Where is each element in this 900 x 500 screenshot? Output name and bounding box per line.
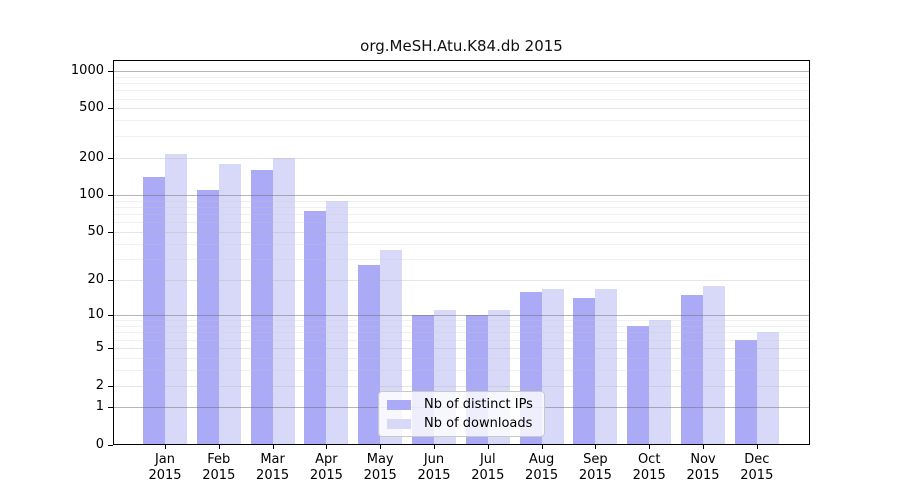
x-axis-tick xyxy=(757,445,758,449)
y-tick-label: 0 xyxy=(95,437,104,452)
y-tick-label: 1000 xyxy=(70,62,104,78)
x-axis-tick xyxy=(219,445,220,449)
x-axis-tick xyxy=(273,445,274,449)
bar-downloads-mar xyxy=(272,157,295,444)
y-axis-tick xyxy=(108,108,113,109)
x-axis-tick xyxy=(488,445,489,449)
y-axis-tick xyxy=(108,407,113,408)
legend-item-distinct-ips: Nb of distinct IPs xyxy=(387,397,536,412)
y-tick-label: 10 xyxy=(87,307,104,323)
x-tick-label-month: Aug xyxy=(528,452,555,467)
bar-distinct-ips-may xyxy=(358,264,381,444)
bar-downloads-jan xyxy=(165,153,187,444)
x-tick-label-month: Sep xyxy=(583,452,608,467)
x-tick-label-month: Mar xyxy=(260,452,285,467)
legend: Nb of distinct IPs Nb of downloads xyxy=(378,391,545,437)
y-axis-tick xyxy=(108,195,113,196)
x-tick-label-month: Jul xyxy=(479,452,496,467)
y-axis-tick xyxy=(108,71,113,72)
bar-distinct-ips-feb xyxy=(196,190,219,444)
bar-distinct-ips-dec xyxy=(734,339,757,444)
y-axis-tick xyxy=(108,280,113,281)
x-axis-tick xyxy=(703,445,704,449)
bar-downloads-feb xyxy=(218,163,241,444)
x-tick-label-month: Apr xyxy=(315,452,338,467)
legend-item-downloads: Nb of downloads xyxy=(387,416,536,431)
x-tick-label-month: Jan xyxy=(154,452,176,467)
x-tick-label-year: 2015 xyxy=(202,468,236,483)
x-tick-label-year: 2015 xyxy=(363,468,397,483)
bar-downloads-nov xyxy=(703,285,725,444)
x-tick-label-year: 2015 xyxy=(256,468,290,483)
x-tick-label-year: 2015 xyxy=(578,468,612,483)
y-axis-tick xyxy=(108,348,113,349)
x-axis-tick xyxy=(542,445,543,449)
y-axis-tick xyxy=(108,232,113,233)
bar-distinct-ips-nov xyxy=(681,294,703,444)
x-tick-label-month: Nov xyxy=(690,452,716,467)
plot-area xyxy=(113,60,810,445)
y-axis-tick xyxy=(108,158,113,159)
bars-layer xyxy=(114,61,809,444)
bar-distinct-ips-oct xyxy=(627,326,650,444)
y-tick-label: 5 xyxy=(95,339,104,355)
x-tick-label-month: Oct xyxy=(637,452,661,467)
bar-distinct-ips-mar xyxy=(250,169,273,444)
y-axis-tick xyxy=(108,315,113,316)
x-tick-label-year: 2015 xyxy=(525,468,559,483)
x-tick-label-year: 2015 xyxy=(740,468,774,483)
x-tick-label-year: 2015 xyxy=(148,468,182,483)
bar-distinct-ips-jan xyxy=(143,177,165,444)
y-tick-label: 50 xyxy=(87,224,104,240)
y-tick-label: 100 xyxy=(79,187,104,203)
x-tick-label-year: 2015 xyxy=(632,468,666,483)
bar-downloads-aug xyxy=(541,288,564,444)
y-tick-label: 500 xyxy=(79,100,104,116)
x-axis-tick xyxy=(165,445,166,449)
x-tick-label-month: May xyxy=(366,452,394,467)
x-axis-tick xyxy=(326,445,327,449)
y-tick-label: 2 xyxy=(95,377,104,393)
x-axis-tick xyxy=(649,445,650,449)
bar-downloads-apr xyxy=(326,200,349,444)
x-tick-label-month: Jun xyxy=(423,452,445,467)
y-tick-label: 200 xyxy=(79,149,104,165)
legend-swatch-distinct-ips xyxy=(387,399,411,410)
chart-title: org.MeSH.Atu.K84.db 2015 xyxy=(360,37,563,55)
x-tick-label-month: Feb xyxy=(207,452,231,467)
y-axis-tick xyxy=(108,386,113,387)
bar-downloads-oct xyxy=(649,320,672,444)
x-tick-label-month: Dec xyxy=(744,452,770,467)
legend-label-downloads: Nb of downloads xyxy=(424,416,533,431)
x-axis-tick xyxy=(434,445,435,449)
x-tick-label-year: 2015 xyxy=(309,468,343,483)
x-axis-tick xyxy=(380,445,381,449)
bar-distinct-ips-sep xyxy=(573,298,596,444)
x-axis-tick xyxy=(595,445,596,449)
y-tick-label: 1 xyxy=(95,399,104,415)
legend-label-distinct-ips: Nb of distinct IPs xyxy=(424,397,533,412)
x-tick-label-year: 2015 xyxy=(471,468,505,483)
legend-swatch-downloads xyxy=(387,418,411,429)
y-tick-label: 20 xyxy=(87,272,104,288)
x-tick-label-year: 2015 xyxy=(417,468,451,483)
bar-distinct-ips-apr xyxy=(304,210,327,444)
bar-downloads-sep xyxy=(595,288,618,444)
x-tick-label-year: 2015 xyxy=(686,468,720,483)
y-axis-tick xyxy=(108,445,113,446)
bar-downloads-dec xyxy=(756,332,779,444)
